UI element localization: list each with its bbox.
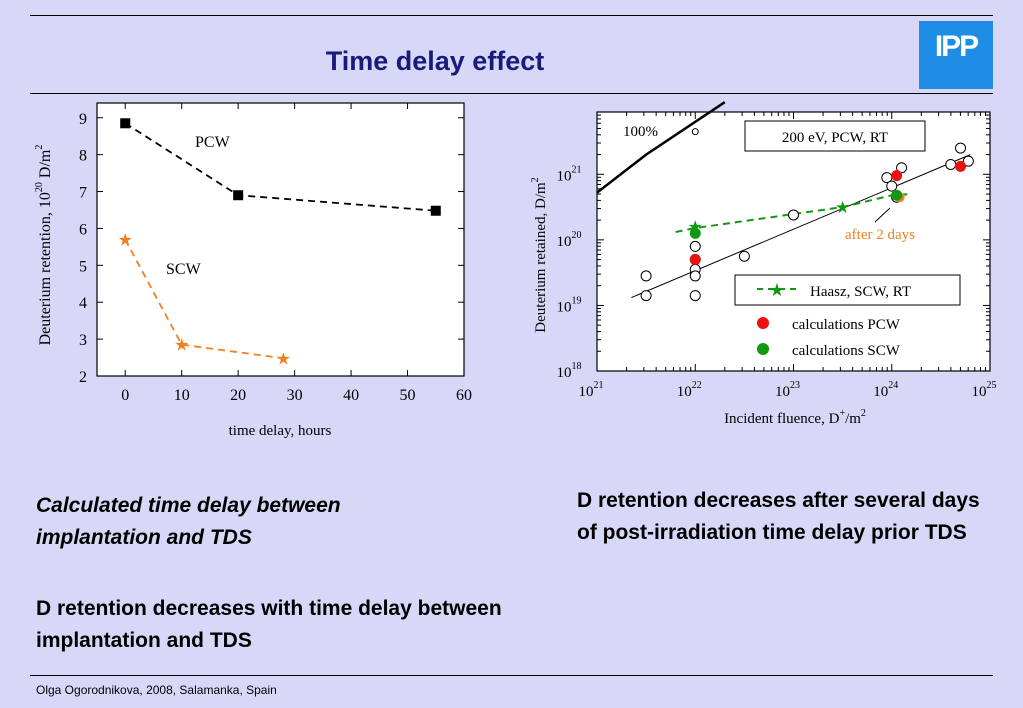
experiment-point xyxy=(640,270,652,282)
y-tick-label: 1020 xyxy=(557,230,582,250)
y-tick-label: 9 xyxy=(79,111,87,128)
x-tick-label: 1024 xyxy=(873,380,898,400)
experiment-point xyxy=(689,270,701,282)
data-point-scw: ★ xyxy=(276,349,291,368)
plot-area xyxy=(596,111,991,372)
x-axis-label: time delay, hours xyxy=(229,423,332,439)
data-point-pcw xyxy=(233,190,244,201)
y-tick-label: 3 xyxy=(79,332,87,349)
y-tick-label: 7 xyxy=(79,185,87,202)
y-tick-label: 1019 xyxy=(557,295,582,315)
y-axis-label: Deuterium retained, D/m2 xyxy=(530,177,549,332)
calc-scw-point xyxy=(689,227,701,239)
data-point-pcw xyxy=(430,205,441,216)
y-axis-label: Deuterium retention, 1020D/m2 xyxy=(34,145,54,346)
legend-pcw-label: calculations PCW xyxy=(792,317,901,333)
condition-box-label: 200 eV, PCW, RT xyxy=(782,130,888,146)
fit-line xyxy=(631,154,971,299)
legend-haasz-label: Haasz, SCW, RT xyxy=(810,284,911,300)
footer-text: Olga Ogorodnikova, 2008, Salamanka, Spai… xyxy=(36,683,277,697)
x-tick-label: 40 xyxy=(343,387,359,404)
x-tick-label: 1025 xyxy=(972,380,997,400)
experiment-point xyxy=(896,162,908,174)
series-label-scw: SCW xyxy=(166,261,202,278)
experiment-point xyxy=(955,142,967,154)
y-tick-label: 2 xyxy=(79,369,87,386)
data-point-scw: ★ xyxy=(118,231,133,250)
calc-pcw-point xyxy=(689,254,701,266)
data-point-scw: ★ xyxy=(174,336,189,355)
right-statement: D retention decreases after several days… xyxy=(577,489,980,544)
y-tick-label: 4 xyxy=(79,295,87,312)
x-tick-label: 1022 xyxy=(677,380,702,400)
x-tick-label: 1023 xyxy=(775,380,800,400)
legend-scw-label: calculations SCW xyxy=(792,343,901,359)
calc-pcw-point xyxy=(955,160,967,172)
data-point-pcw xyxy=(120,118,131,129)
calc-pcw-point xyxy=(891,170,903,182)
haasz-star-point: ★ xyxy=(835,198,850,217)
y-tick-label: 1021 xyxy=(557,164,582,184)
footer-rule xyxy=(30,675,993,676)
y-tick-label: 5 xyxy=(79,258,87,275)
ipp-logo: IPP xyxy=(919,21,993,89)
x-tick-label: 60 xyxy=(456,387,472,404)
experiment-point xyxy=(689,290,701,302)
experiment-point xyxy=(945,158,957,170)
condition-box xyxy=(744,120,926,152)
x-axis-label: Incident fluence, D+/m2 xyxy=(724,408,866,427)
after-2-days-arrow xyxy=(874,207,891,223)
series-label-pcw: PCW xyxy=(195,134,231,151)
legend-pcw-dot xyxy=(757,317,769,329)
y-tick-label: 6 xyxy=(79,221,87,238)
legend-scw-dot xyxy=(757,343,769,355)
experiment-point xyxy=(640,290,652,302)
calc-scw-point xyxy=(891,189,903,201)
hundred-percent-label: 100% xyxy=(623,124,658,140)
x-tick-label: 1021 xyxy=(579,380,604,400)
y-tick-label: 8 xyxy=(79,148,87,165)
top-rule xyxy=(30,15,993,16)
x-tick-label: 10 xyxy=(174,387,190,404)
experiment-point xyxy=(738,250,750,262)
haasz-line xyxy=(675,192,912,233)
after-2-days-label: after 2 days xyxy=(845,227,915,243)
left-statement: D retention decreases with time delay be… xyxy=(36,597,502,652)
left-caption: Calculated time delay between implantati… xyxy=(36,494,341,549)
experiment-point xyxy=(788,209,799,221)
experiment-point xyxy=(962,155,974,167)
x-tick-label: 20 xyxy=(230,387,246,404)
experiment-point xyxy=(886,180,898,192)
x-tick-label: 0 xyxy=(121,387,129,404)
series-line-scw xyxy=(124,239,284,360)
plot-area xyxy=(96,102,465,377)
x-tick-label: 50 xyxy=(400,387,416,404)
legend-haasz-star: ★ xyxy=(769,280,785,300)
x-tick-label: 30 xyxy=(287,387,303,404)
hundred-percent-line xyxy=(596,101,726,194)
y-tick-label: 1018 xyxy=(557,361,582,381)
title-rule xyxy=(30,93,993,94)
experiment-point xyxy=(691,128,699,136)
slide-title: Time delay effect xyxy=(325,46,545,76)
experiment-point xyxy=(689,240,701,252)
haasz-star-point: ★ xyxy=(688,218,703,237)
